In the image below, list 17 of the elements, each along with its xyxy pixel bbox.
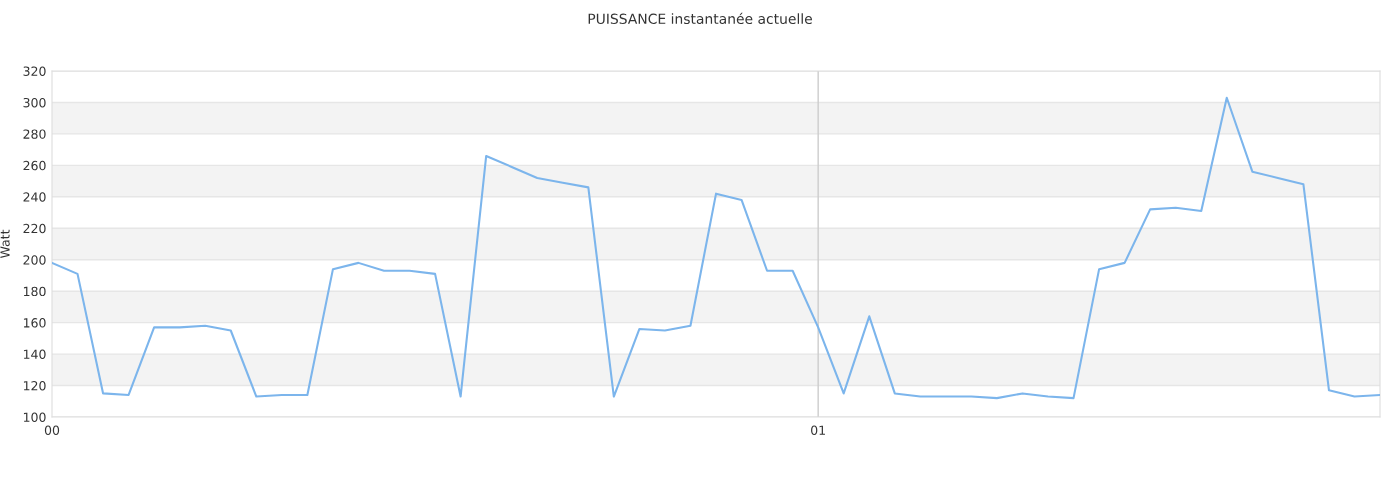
- y-tick-label: 200: [23, 255, 46, 265]
- y-tick-label: 280: [23, 129, 46, 139]
- chart-title: PUISSANCE instantanée actuelle: [588, 12, 812, 25]
- line-series: [52, 96, 1380, 400]
- y-tick-label: 300: [23, 97, 46, 108]
- y-tick-label: 180: [23, 286, 46, 297]
- y-axis-title: Watt: [0, 229, 10, 259]
- y-tick-label: 320: [23, 66, 46, 76]
- x-tick-label: 00: [44, 425, 60, 436]
- y-tick-label: 240: [23, 192, 46, 202]
- y-tick-label: 140: [23, 349, 46, 360]
- y-tick-label: 260: [23, 160, 46, 171]
- y-tick-label: 160: [23, 318, 46, 328]
- x-tick-label: 01: [811, 425, 825, 436]
- y-tick-label: 220: [23, 223, 46, 234]
- y-tick-label: 120: [23, 381, 46, 391]
- y-tick-label: 100: [23, 412, 46, 422]
